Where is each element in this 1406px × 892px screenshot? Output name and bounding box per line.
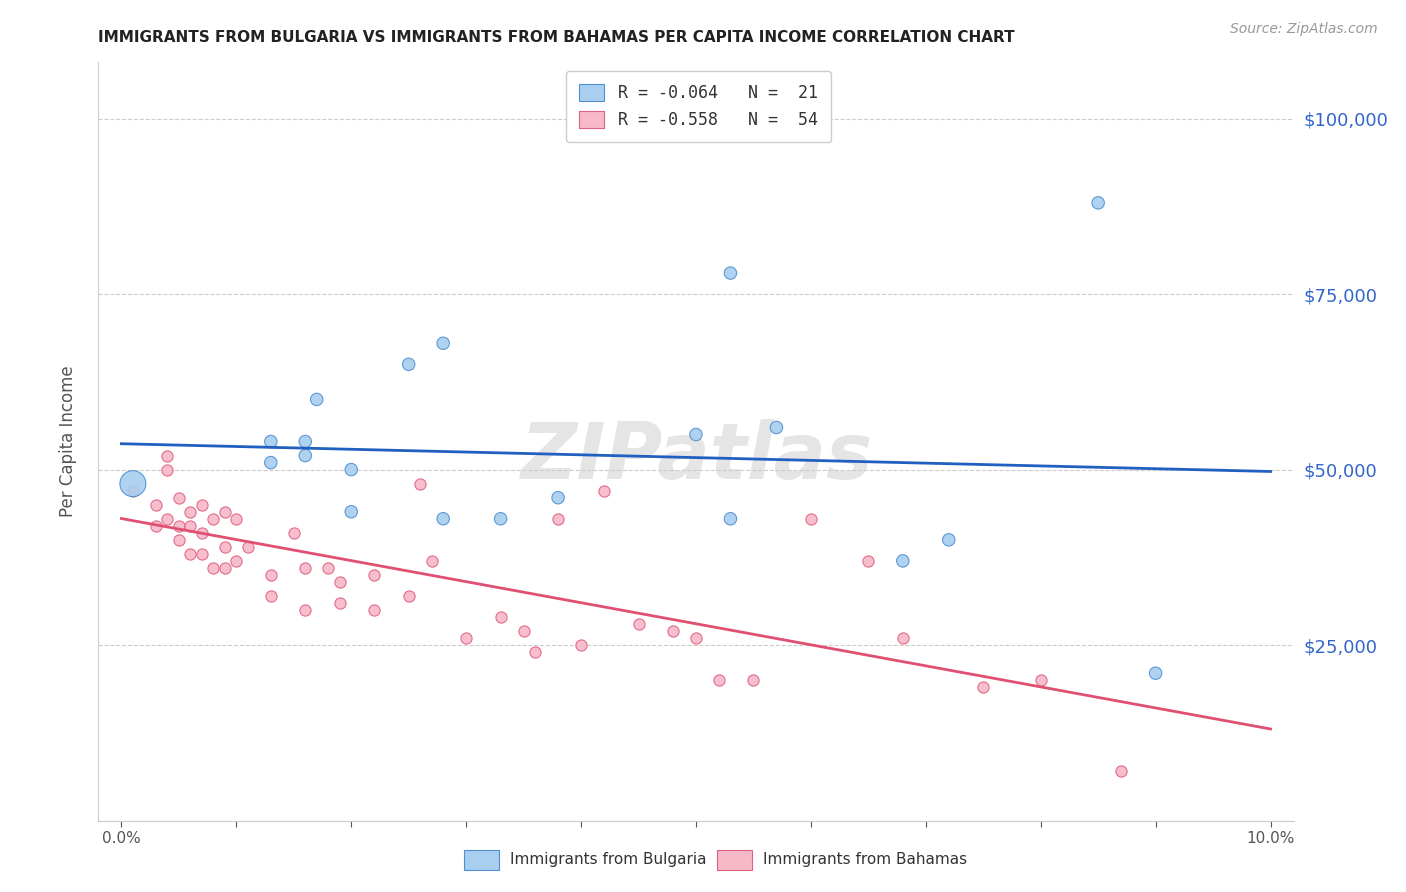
Point [260, 568, 283, 582]
Point [720, 266, 742, 280]
Point [742, 673, 765, 688]
Point [156, 449, 179, 463]
Point [294, 603, 316, 617]
Legend: R = -0.064   N =  21, R = -0.558   N =  54: R = -0.064 N = 21, R = -0.558 N = 54 [567, 70, 831, 142]
Point [1144, 666, 1167, 681]
Point [191, 547, 214, 561]
Point [547, 512, 569, 526]
Point [524, 645, 547, 659]
Point [225, 512, 247, 526]
Point [662, 624, 685, 639]
Point [156, 462, 179, 476]
Point [547, 491, 569, 505]
Point [569, 638, 592, 652]
Point [363, 568, 385, 582]
Point [363, 603, 385, 617]
Point [167, 491, 190, 505]
Point [858, 554, 880, 568]
Point [156, 512, 179, 526]
Point [720, 512, 742, 526]
Point [329, 596, 352, 610]
Point [167, 518, 190, 533]
Point [214, 540, 236, 554]
Point [420, 554, 443, 568]
Point [398, 589, 420, 603]
Text: IMMIGRANTS FROM BULGARIA VS IMMIGRANTS FROM BAHAMAS PER CAPITA INCOME CORRELATIO: IMMIGRANTS FROM BULGARIA VS IMMIGRANTS F… [98, 29, 1015, 45]
Point [685, 427, 707, 442]
Point [707, 673, 730, 688]
Point [1087, 195, 1109, 210]
Point [191, 498, 214, 512]
Point [938, 533, 960, 547]
Point [145, 518, 167, 533]
Point [456, 631, 478, 645]
Point [329, 574, 352, 589]
Point [179, 505, 201, 519]
Point [593, 483, 616, 498]
Point [225, 554, 247, 568]
Point [891, 554, 914, 568]
Point [191, 525, 214, 540]
Point [294, 561, 316, 575]
Point [409, 476, 432, 491]
Text: Immigrants from Bahamas: Immigrants from Bahamas [763, 853, 967, 867]
Point [145, 498, 167, 512]
Point [214, 561, 236, 575]
Point [972, 680, 994, 694]
Point [316, 561, 339, 575]
Point [167, 533, 190, 547]
Point [398, 357, 420, 371]
Point [179, 547, 201, 561]
Point [340, 462, 363, 476]
Point [305, 392, 328, 407]
Point [122, 483, 145, 498]
Y-axis label: Per Capita Income: Per Capita Income [59, 366, 77, 517]
Point [765, 420, 787, 434]
Point [891, 631, 914, 645]
Point [179, 518, 201, 533]
Point [489, 512, 512, 526]
Point [294, 434, 316, 449]
Point [685, 631, 707, 645]
Point [627, 617, 650, 632]
Point [283, 525, 305, 540]
Text: Source: ZipAtlas.com: Source: ZipAtlas.com [1230, 22, 1378, 37]
Point [202, 512, 225, 526]
Point [800, 512, 823, 526]
Point [260, 434, 283, 449]
Point [340, 505, 363, 519]
Point [202, 561, 225, 575]
Point [122, 476, 145, 491]
Point [294, 449, 316, 463]
Point [1029, 673, 1052, 688]
Point [512, 624, 534, 639]
Point [432, 336, 454, 351]
Point [236, 540, 259, 554]
Point [214, 505, 236, 519]
Text: ZIPatlas: ZIPatlas [520, 418, 872, 495]
Point [260, 456, 283, 470]
Point [489, 610, 512, 624]
Text: Immigrants from Bulgaria: Immigrants from Bulgaria [510, 853, 707, 867]
Point [432, 512, 454, 526]
Point [1109, 764, 1132, 779]
Point [260, 589, 283, 603]
